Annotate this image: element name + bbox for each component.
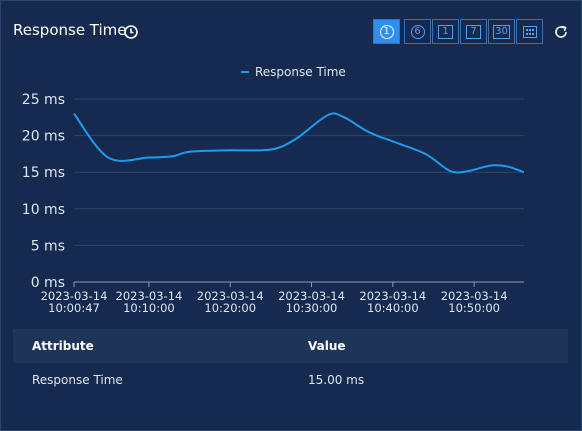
range-button[interactable]: 7: [460, 19, 487, 44]
table-header: Attribute Value: [13, 329, 568, 363]
calendar-icon: [522, 25, 537, 38]
x-tick-label: 2023-03-14 10:50:00: [440, 289, 508, 315]
column-header: Value: [308, 339, 346, 353]
x-tick-label: 2023-03-14 10:20:00: [196, 289, 264, 315]
range-button[interactable]: 30: [488, 19, 515, 44]
y-tick-label: 25 ms: [22, 92, 65, 108]
range-button[interactable]: 1: [432, 19, 459, 44]
y-tick-label: 10 ms: [22, 202, 65, 218]
y-tick-label: 0 ms: [31, 275, 65, 291]
x-tick-label: 2023-03-14 10:40:00: [359, 289, 427, 315]
button-label: 1: [438, 24, 453, 39]
history-icon[interactable]: [123, 24, 139, 40]
table-cell: Response Time: [32, 373, 123, 387]
widget-title: Response Time: [13, 21, 127, 39]
refresh-icon[interactable]: [553, 24, 569, 40]
button-label: 7: [466, 24, 481, 39]
table-cell: 15.00 ms: [308, 373, 365, 387]
table: Attribute Value Response Time 15.00 ms: [13, 329, 568, 397]
table-row: Response Time 15.00 ms: [13, 363, 568, 397]
x-tick-label: 2023-03-14 10:10:00: [115, 289, 183, 315]
y-tick-label: 15 ms: [22, 165, 65, 181]
chart: 0 ms 5 ms 10 ms 15 ms 20 ms 25 ms Response Tim…: [22, 65, 525, 291]
button-label: 6: [410, 24, 425, 39]
button-label: 1: [379, 24, 394, 39]
x-tick-label: 2023-03-14 10:00:47: [40, 289, 108, 315]
button-label: 30: [493, 24, 510, 39]
range-button[interactable]: 1: [373, 19, 400, 44]
range-button[interactable]: 6: [404, 19, 431, 44]
y-tick-label: 5 ms: [31, 238, 65, 254]
x-tick-label: 2023-03-14 10:30:00: [278, 289, 345, 315]
calendar-button[interactable]: [516, 19, 543, 44]
legend-label: Response Time: [255, 65, 346, 79]
column-header: Attribute: [32, 339, 94, 353]
line: [73, 112, 525, 174]
y-tick-label: 20 ms: [22, 129, 65, 145]
